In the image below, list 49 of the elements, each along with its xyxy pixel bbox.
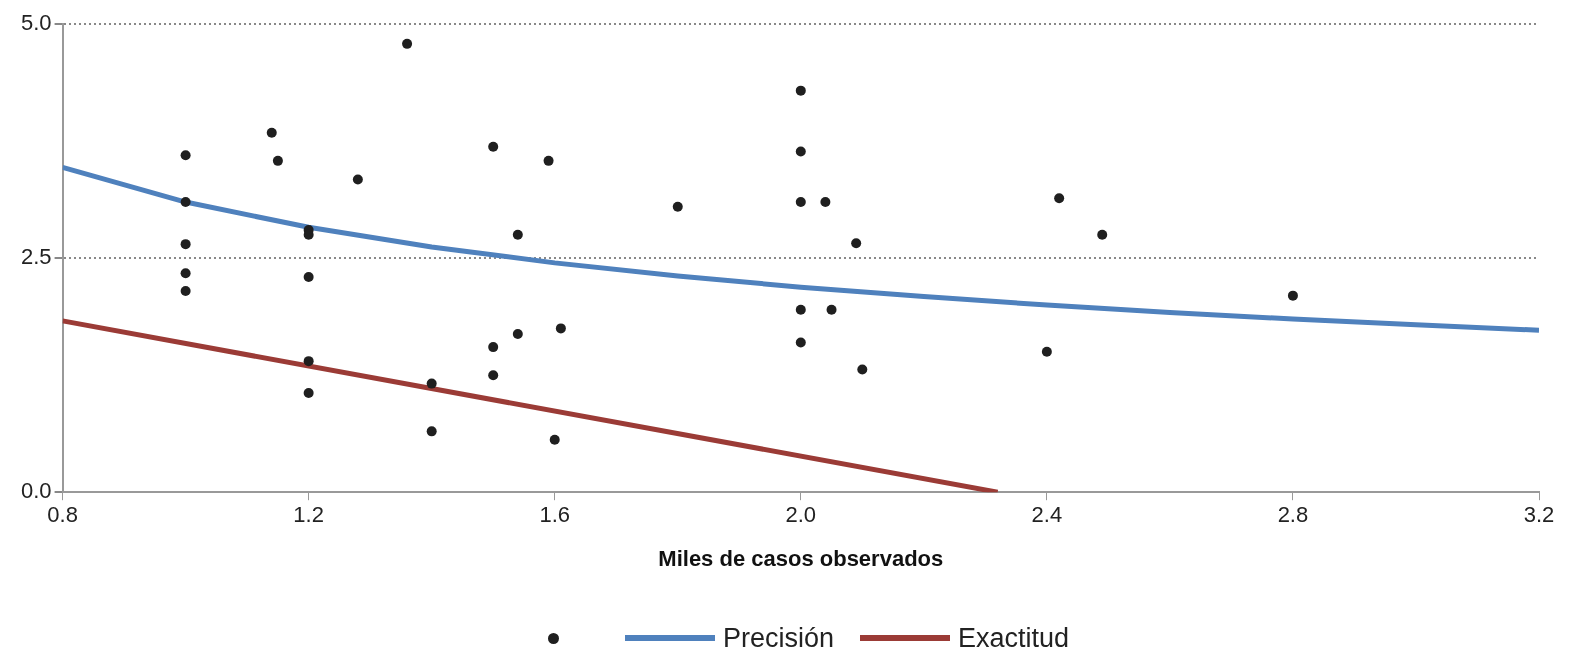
point: [795, 146, 806, 157]
point: [820, 197, 831, 208]
point: [303, 387, 314, 398]
point: [180, 285, 191, 296]
point: [272, 155, 283, 166]
x-axis-title: Miles de casos observados: [658, 545, 944, 571]
point: [180, 268, 191, 279]
point: [512, 329, 523, 340]
y-tick-label: 5.0: [20, 10, 52, 36]
point: [795, 337, 806, 348]
x-tick-label: 2.8: [1277, 502, 1309, 528]
point: [426, 426, 437, 437]
y-tick-label: 2.5: [20, 244, 52, 270]
point: [795, 197, 806, 208]
point: [795, 85, 806, 96]
point: [512, 229, 523, 240]
point: [488, 342, 499, 353]
point: [555, 323, 566, 334]
x-tick-label: 2.0: [785, 502, 817, 528]
point: [1097, 229, 1108, 240]
point: [826, 304, 837, 315]
point: [1054, 193, 1065, 204]
point: [672, 201, 683, 212]
point: [857, 364, 868, 375]
point: [266, 127, 277, 138]
point: [303, 356, 314, 367]
legend-label: Exactitud: [957, 622, 1070, 654]
x-tick-label: 1.6: [539, 502, 571, 528]
point: [488, 370, 499, 381]
point: [352, 174, 363, 185]
point: [549, 434, 560, 445]
point: [488, 141, 499, 152]
point: [402, 38, 413, 49]
point: [426, 378, 437, 389]
point: [1041, 346, 1052, 357]
point: [543, 155, 554, 166]
point: [303, 271, 314, 282]
legend-label: Precisión: [722, 622, 834, 654]
y-tick-label: 0.0: [20, 478, 52, 504]
x-tick-label: 1.2: [293, 502, 324, 528]
x-tick-label: 2.4: [1031, 502, 1063, 528]
point: [851, 238, 862, 249]
x-tick-label: 0.8: [47, 502, 78, 528]
point: [180, 150, 191, 161]
point: [180, 239, 191, 250]
point: [180, 197, 191, 208]
x-tick-label: 3.2: [1523, 502, 1555, 528]
point: [795, 304, 806, 315]
point: [1287, 290, 1298, 301]
